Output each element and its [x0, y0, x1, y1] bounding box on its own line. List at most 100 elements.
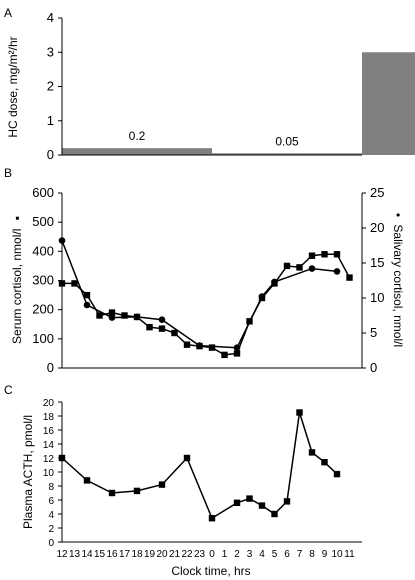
panel-c-x-tick-label: 9	[322, 549, 328, 560]
panel-b-y-left-tick-label: 300	[32, 273, 54, 288]
salivary-cortisol-point	[108, 314, 116, 321]
panel-b-y-left-tick-label: 400	[32, 243, 54, 258]
panel-c-y-tick-label: 4	[48, 510, 54, 521]
panel-c-x-tick-label: 4	[259, 549, 265, 560]
panel-b-yticks-left: 0 100 200 300 400 500 600	[32, 185, 62, 375]
panel-c-y-tick-label: 20	[43, 398, 55, 409]
salivary-cortisol-point	[233, 344, 241, 352]
panel-c-x-tick-label: 16	[106, 549, 118, 560]
panel-c-y-tick-label: 0	[48, 538, 54, 549]
salivary-cortisol-line	[61, 240, 338, 349]
panel-a-yticks: 0 1 2 3 4	[47, 10, 62, 162]
panel-a-bar-labels: 0.20.053.01.0	[129, 129, 299, 148]
panel-b-y-right-tick-label: 10	[370, 290, 384, 305]
panel-b-y-left-tick-label: 600	[32, 185, 54, 200]
panel-c-x-tick-label: 13	[69, 549, 81, 560]
panel-a-bar	[362, 52, 415, 155]
panel-a-y-tick-label: 0	[47, 147, 54, 162]
panel-a-y-tick-label: 4	[47, 10, 54, 25]
panel-a-y-tick-label: 1	[47, 113, 54, 128]
salivary-cortisol-point	[58, 237, 66, 244]
serum-cortisol-point	[171, 329, 178, 337]
panel-b-series-salivary	[58, 237, 341, 352]
serum-cortisol-point	[108, 309, 116, 316]
panel-b-series-serum	[58, 251, 353, 359]
panel-a-bar	[212, 153, 362, 155]
serum-cortisol-point	[321, 251, 328, 258]
panel-c-x-tick-label: 5	[272, 549, 278, 560]
panel-a-y-tick-label: 3	[47, 44, 54, 59]
panel-b-y-right-tick-label: 5	[370, 325, 377, 340]
panel-a-bars	[62, 52, 415, 155]
panel-c-x-tick-label: 15	[94, 549, 106, 560]
plasma-acth-point	[233, 499, 241, 506]
panel-a-bar	[62, 148, 212, 155]
panel-c-y-tick-label: 6	[48, 496, 54, 507]
panel-c-x-tick-label: 12	[56, 549, 68, 560]
panel-b-y-left-tick-label: 200	[32, 302, 54, 317]
panel-c-label: C	[4, 383, 13, 397]
panel-a-label: A	[4, 6, 12, 20]
panel-c-x-tick-label: 2	[234, 549, 240, 560]
plasma-acth-point	[133, 487, 141, 495]
serum-cortisol-point	[233, 350, 241, 357]
serum-cortisol-point	[308, 252, 316, 259]
panel-c-y-tick-label: 14	[43, 440, 55, 451]
panel-c-x-tick-label: 8	[309, 549, 315, 560]
plasma-acth-point	[271, 510, 278, 518]
serum-cortisol-point	[296, 264, 303, 271]
panel-b-ylabel-right: • Salivary cortisol, nmol/l	[391, 213, 405, 347]
panel-b-ylabel-left-text: Serum cortisol, nmol/l	[10, 229, 24, 344]
plasma-acth-point	[58, 454, 66, 462]
panel-b-y-left-tick-label: 100	[32, 331, 54, 346]
plasma-acth-point	[308, 449, 316, 456]
panel-b-y-right-tick-label: 20	[370, 220, 384, 235]
panel-c-x-tick-label: 23	[194, 549, 206, 560]
serum-cortisol-point	[83, 291, 91, 299]
plasma-acth-point	[258, 502, 266, 509]
panel-c-series-acth	[58, 409, 341, 522]
salivary-cortisol-point	[333, 268, 341, 275]
panel-c-x-tick-label: 11	[344, 549, 355, 560]
serum-cortisol-point	[183, 341, 191, 348]
plasma-acth-line	[61, 412, 338, 520]
salivary-cortisol-point	[196, 342, 203, 349]
serum-cortisol-point	[346, 274, 353, 281]
panel-b-label: B	[4, 166, 12, 180]
plasma-acth-point	[158, 481, 166, 488]
panel-c-xticks: 12 13 14 15 16 17 18 19 20 21 22 23 0 1 2 3 4 5 6 7 8 9 10 11	[56, 549, 355, 560]
panel-a-ylabel: HC dose, mg/m²/hr	[6, 36, 20, 137]
salivary-cortisol-point	[271, 278, 278, 286]
panel-c-y-tick-label: 8	[48, 482, 54, 493]
plasma-acth-point	[246, 495, 253, 502]
panel-b-legend-circle: •	[391, 213, 405, 217]
panel-c-x-tick-label: 18	[131, 549, 143, 560]
panel-b-yticks-right: 0 5 10 15 20 25	[362, 185, 384, 375]
panel-c-ylabel: Plasma ACTH, pmol/l	[21, 415, 35, 529]
salivary-cortisol-point	[258, 293, 266, 300]
panel-b-y-left-tick-label: 500	[32, 214, 54, 229]
panel-c-x-tick-label: 17	[119, 549, 131, 560]
panel-c-x-tick-label: 22	[181, 549, 193, 560]
serum-cortisol-point	[208, 344, 216, 351]
serum-cortisol-point	[221, 351, 228, 359]
panel-b-y-right-tick-label: 15	[370, 255, 384, 270]
serum-cortisol-point	[283, 262, 291, 270]
serum-cortisol-point	[158, 325, 166, 332]
panel-c-yticks: 0 2 4 6 8 10 12 14 16 18 20	[43, 398, 62, 549]
panel-c-y-tick-label: 16	[43, 426, 55, 437]
panel-b-y-left-tick-label: 0	[47, 360, 54, 375]
serum-cortisol-point	[58, 280, 66, 287]
serum-cortisol-point	[333, 251, 341, 258]
panel-c-y-tick-label: 12	[43, 454, 55, 465]
salivary-cortisol-point	[83, 301, 91, 309]
plasma-acth-point	[321, 459, 328, 466]
panel-c-x-tick-label: 1	[222, 549, 228, 560]
panel-a-bar-value-label: 0.2	[129, 129, 146, 143]
panel-c-x-tick-label: 21	[169, 549, 181, 560]
panel-c-x-tick-label: 20	[156, 549, 168, 560]
panel-c-x-tick-label: 19	[144, 549, 156, 560]
panel-c-x-tick-label: 10	[331, 549, 343, 560]
panel-a-y-tick-label: 2	[47, 79, 54, 94]
